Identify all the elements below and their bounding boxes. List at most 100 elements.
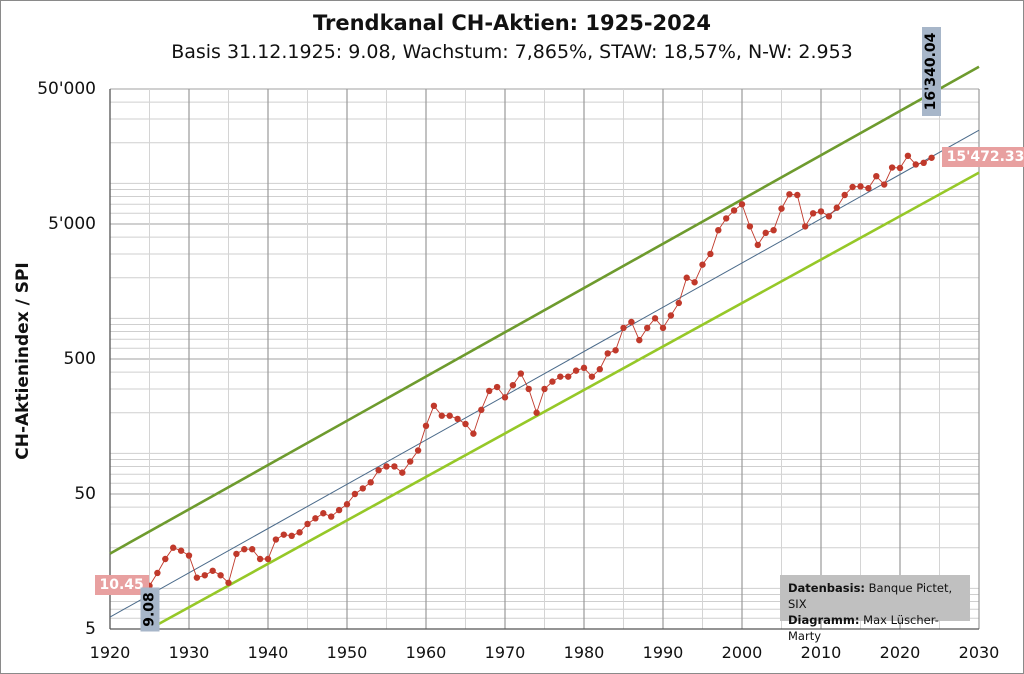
x-tick-label: 2010	[800, 643, 842, 662]
index-point	[312, 515, 319, 522]
index-point	[896, 164, 904, 172]
x-tick-label: 1950	[326, 643, 368, 662]
x-tick-label: 1990	[642, 643, 684, 662]
index-point	[651, 315, 659, 322]
index-point	[770, 226, 777, 234]
index-point	[691, 279, 698, 286]
index-point	[517, 370, 524, 377]
index-point	[565, 373, 572, 380]
index-point	[873, 172, 880, 180]
index-point	[738, 201, 746, 208]
index-point	[675, 299, 682, 307]
index-point	[723, 215, 730, 222]
index-point	[904, 152, 912, 160]
index-point	[541, 385, 548, 393]
index-point	[438, 412, 445, 419]
index-point	[383, 463, 390, 470]
value-callout-red: 15'472.33	[941, 146, 1024, 167]
index-point	[580, 364, 588, 372]
index-point	[343, 501, 351, 508]
index-point	[707, 250, 714, 258]
credit-box: Datenbasis: Banque Pictet, SIX Diagramm:…	[780, 575, 970, 643]
x-tick-label: 1980	[563, 643, 605, 662]
upper-channel-line	[109, 65, 980, 555]
index-point	[288, 532, 295, 540]
index-point	[865, 185, 872, 192]
index-point	[430, 402, 438, 410]
index-line	[149, 155, 932, 587]
index-point	[667, 312, 675, 319]
index-point	[201, 572, 208, 579]
index-point	[170, 544, 177, 551]
index-point	[833, 204, 840, 211]
y-tick-label: 5'000	[48, 214, 96, 234]
index-point	[391, 463, 398, 470]
index-point	[699, 261, 706, 268]
index-point	[296, 529, 303, 536]
index-point	[335, 506, 343, 514]
index-point	[414, 447, 422, 454]
index-point	[320, 510, 327, 517]
index-point	[928, 154, 935, 161]
credit-author-label: Diagramm:	[788, 613, 860, 627]
index-point	[478, 406, 485, 414]
index-point	[841, 191, 848, 199]
index-point	[715, 226, 722, 234]
index-point	[454, 415, 461, 423]
x-tick-label: 1930	[168, 643, 210, 662]
index-point	[644, 324, 651, 332]
index-point	[304, 520, 311, 528]
chart-title: Trendkanal CH-Aktien: 1925-2024	[312, 11, 712, 35]
index-point	[209, 567, 216, 574]
chart-subtitle: Basis 31.12.1925: 9.08, Wachstum: 7,865%…	[171, 41, 853, 63]
trend-line	[109, 129, 980, 618]
index-point	[620, 324, 627, 332]
y-tick-label: 50'000	[37, 79, 96, 99]
index-point	[604, 350, 611, 357]
index-point	[233, 550, 240, 558]
index-point	[241, 546, 248, 553]
index-point	[557, 373, 564, 380]
index-point	[746, 223, 754, 230]
index-point	[359, 485, 366, 492]
x-tick-label: 1920	[89, 643, 131, 662]
index-point	[762, 229, 769, 237]
index-point	[572, 367, 580, 374]
index-point	[825, 213, 833, 220]
index-point	[596, 366, 603, 373]
value-callout-red: 10.45	[94, 574, 149, 595]
index-point	[367, 479, 374, 486]
index-point	[486, 387, 493, 395]
x-tick-label: 2000	[721, 643, 763, 662]
index-point	[407, 458, 414, 465]
index-point	[636, 336, 643, 344]
index-point	[217, 572, 224, 579]
index-point	[501, 394, 509, 401]
index-point	[509, 381, 517, 389]
x-tick-label: 1970	[484, 643, 526, 662]
index-point	[256, 555, 264, 563]
index-point	[730, 207, 738, 214]
value-callout-blue: 16'340.04	[922, 26, 942, 116]
index-point	[351, 490, 359, 498]
index-point	[809, 210, 817, 217]
index-point	[264, 555, 272, 563]
index-point	[249, 546, 256, 553]
index-point	[375, 467, 382, 474]
index-point	[912, 161, 919, 168]
index-point	[525, 385, 532, 393]
index-point	[659, 324, 667, 332]
index-point	[154, 569, 161, 577]
index-point	[280, 531, 287, 538]
credit-source: Datenbasis: Banque Pictet, SIX	[788, 580, 962, 612]
index-point	[817, 208, 825, 215]
index-point	[857, 183, 864, 190]
lower-channel-line	[148, 171, 980, 631]
index-point	[612, 347, 619, 354]
x-tick-label: 1940	[247, 643, 289, 662]
index-point	[446, 412, 453, 419]
index-point	[794, 191, 801, 199]
y-tick-label: 50	[74, 484, 96, 504]
index-point	[162, 555, 169, 563]
